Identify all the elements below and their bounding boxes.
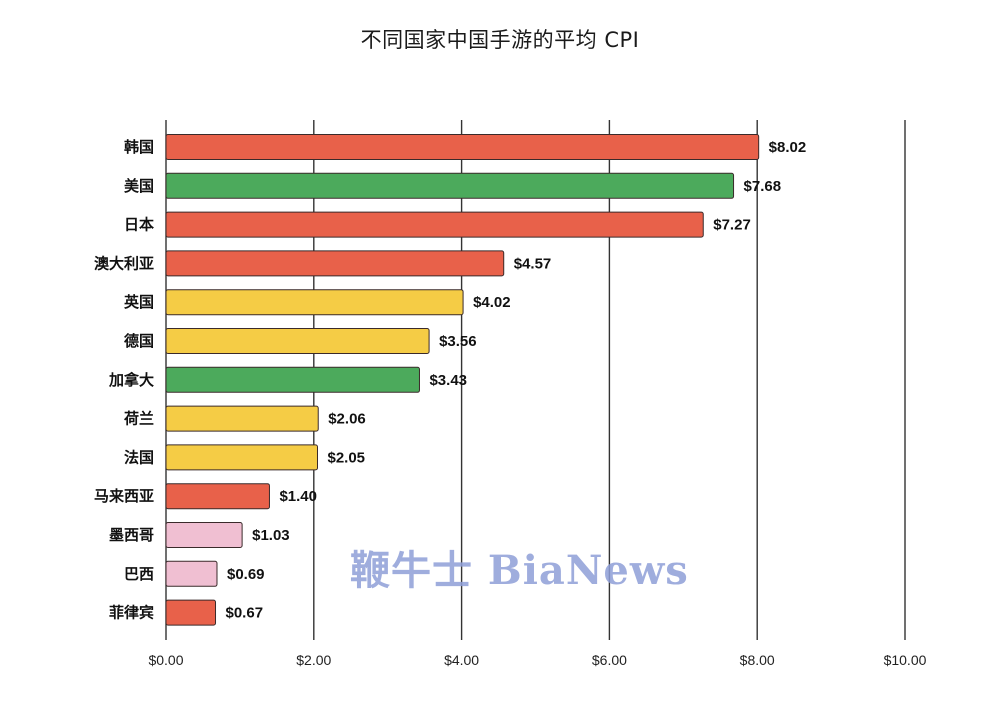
bar bbox=[165, 444, 318, 471]
bar bbox=[165, 366, 420, 393]
chart-title: 不同国家中国手游的平均 CPI bbox=[360, 28, 640, 52]
category-label: 澳大利亚 bbox=[94, 254, 154, 272]
category-label: 巴西 bbox=[124, 565, 154, 583]
data-label: $0.67 bbox=[226, 605, 264, 622]
watermark-logo: 鞭牛士 BiaNews bbox=[350, 547, 689, 594]
x-tick-label: $0.00 bbox=[148, 652, 183, 668]
category-label: 美国 bbox=[124, 177, 154, 195]
category-label: 菲律宾 bbox=[109, 604, 154, 622]
x-tick-label: $2.00 bbox=[296, 652, 331, 668]
category-label: 英国 bbox=[124, 293, 154, 311]
data-label: $2.06 bbox=[328, 411, 366, 428]
bar bbox=[165, 134, 760, 160]
data-label: $8.02 bbox=[769, 139, 807, 156]
category-label: 德国 bbox=[124, 332, 154, 350]
bar bbox=[165, 250, 505, 277]
data-label: $7.68 bbox=[744, 178, 782, 195]
bar bbox=[165, 599, 217, 626]
data-label: $4.02 bbox=[473, 294, 511, 311]
bars bbox=[165, 134, 760, 626]
data-label: $1.40 bbox=[279, 488, 317, 505]
category-label: 墨西哥 bbox=[109, 526, 154, 544]
bar bbox=[165, 405, 319, 432]
data-label: $2.05 bbox=[327, 449, 365, 466]
x-tick-label: $8.00 bbox=[740, 652, 775, 668]
data-labels: $8.02 $7.68 $7.27 $4.57 $4.02 $3.56 $3.43 $2.06… bbox=[226, 139, 807, 622]
bar bbox=[165, 483, 270, 510]
data-label: $0.69 bbox=[227, 566, 265, 583]
category-label: 加拿大 bbox=[108, 371, 154, 389]
bar bbox=[165, 522, 243, 548]
data-label: $1.03 bbox=[252, 527, 290, 544]
data-label: $3.56 bbox=[439, 333, 477, 350]
x-tick-label: $10.00 bbox=[884, 652, 927, 668]
bar bbox=[165, 211, 704, 238]
bar bbox=[165, 328, 430, 354]
category-label: 荷兰 bbox=[124, 410, 154, 428]
data-label: $7.27 bbox=[713, 217, 751, 234]
x-tick-label: $6.00 bbox=[592, 652, 627, 668]
bar bbox=[165, 172, 735, 199]
bar bbox=[165, 289, 464, 316]
data-label: $3.43 bbox=[429, 372, 467, 389]
x-tick-label: $4.00 bbox=[444, 652, 479, 668]
category-label: 马来西亚 bbox=[94, 487, 154, 505]
x-axis-ticks: $0.00 $2.00 $4.00 $6.00 $8.00 $10.00 bbox=[148, 652, 926, 668]
category-label: 法国 bbox=[124, 448, 154, 466]
data-label: $4.57 bbox=[514, 255, 552, 272]
category-label: 韩国 bbox=[124, 138, 154, 156]
category-label: 日本 bbox=[124, 216, 154, 234]
bar bbox=[165, 560, 218, 587]
